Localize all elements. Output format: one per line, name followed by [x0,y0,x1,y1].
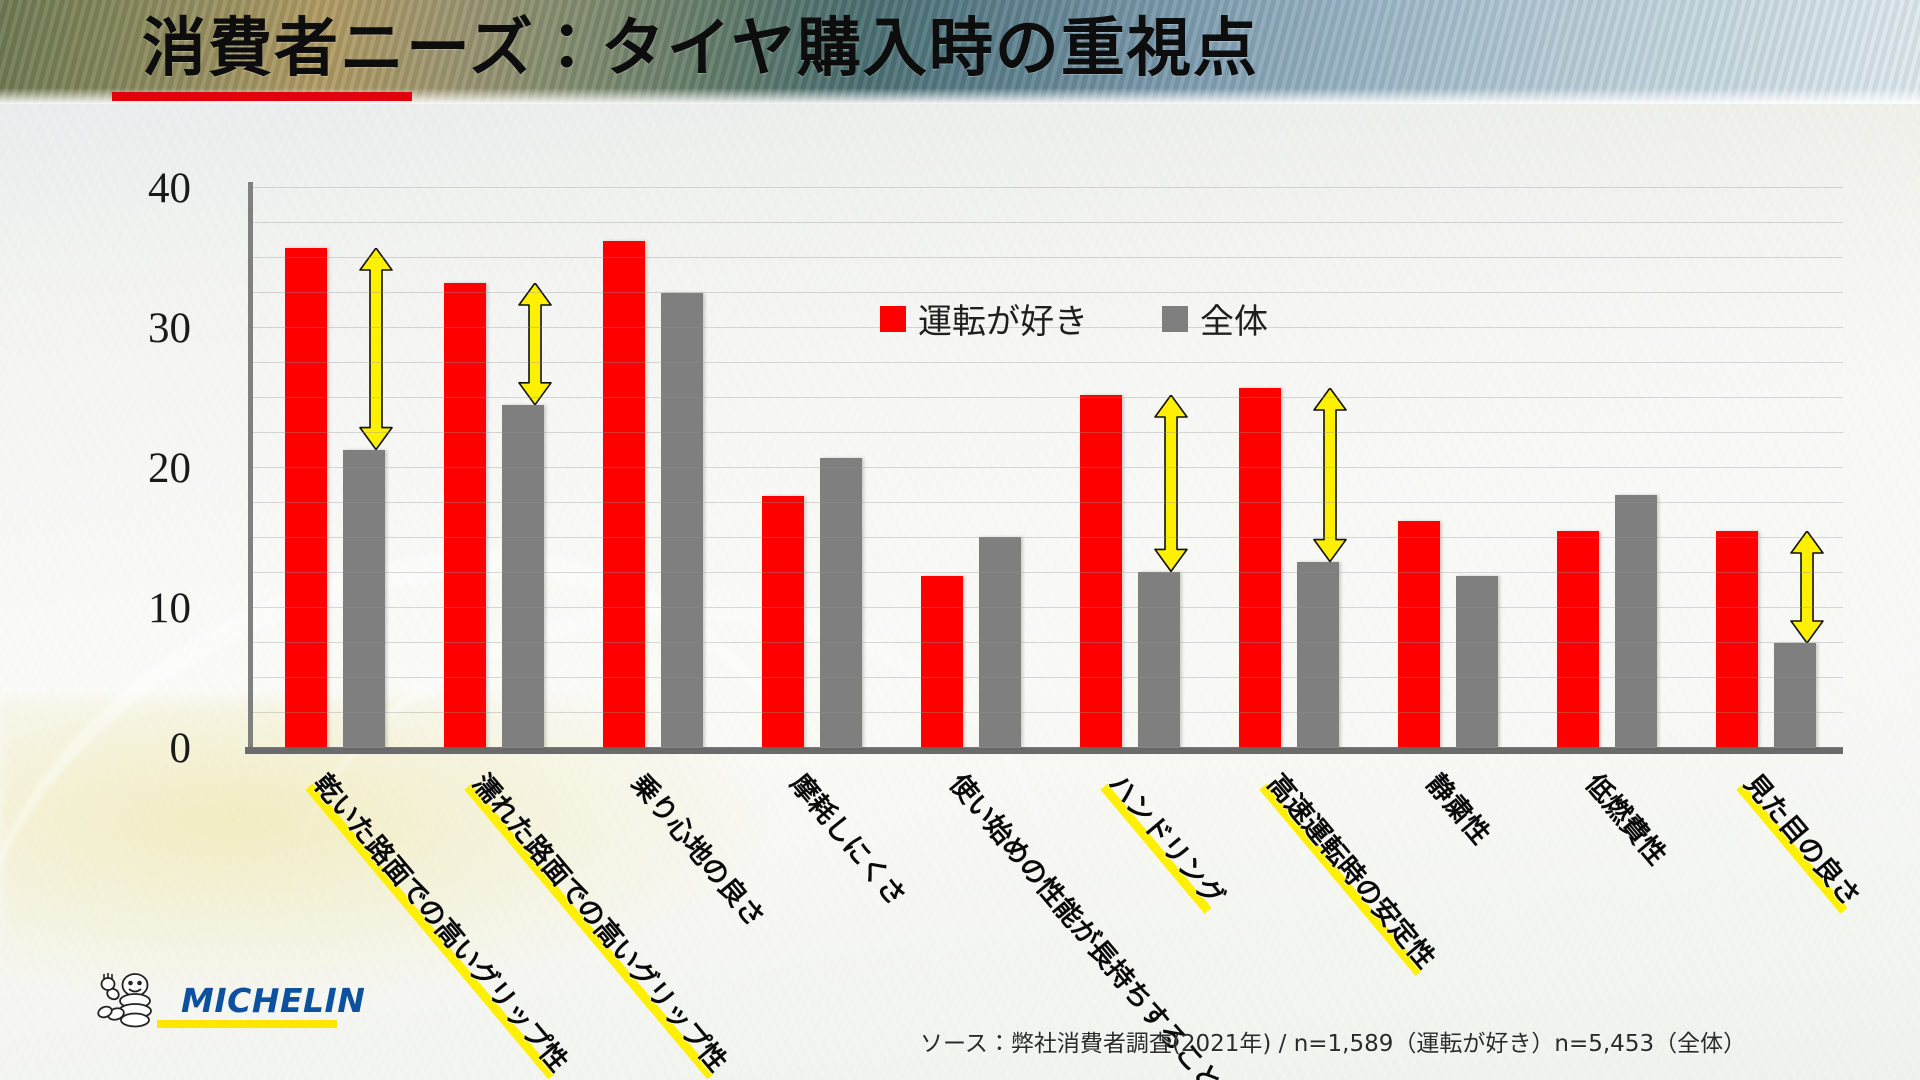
bar-overall[interactable] [501,405,544,748]
bar-driving-lover[interactable] [1715,531,1758,748]
y-axis-tick-label: 0 [169,725,192,772]
bar-group [1207,188,1366,748]
gridline [253,397,1843,398]
y-axis-tick-label: 30 [148,305,191,352]
x-axis-tick-label: 摩耗しにくさ [783,768,912,913]
chart-container: 0 10 20 30 40 乾いた路面での高いグリップ性 濡れた路面での高いグリップ性 乗り… [0,104,1920,1080]
gridline [253,607,1843,608]
gridline [253,327,1843,328]
gridline [253,467,1843,468]
bar-group [412,188,571,748]
gridline [253,502,1843,503]
bar-driving-lover[interactable] [1238,388,1281,748]
michelin-yellow-bar [157,1020,337,1028]
bar-overall[interactable] [819,458,862,748]
gridline [253,432,1843,433]
gridline [253,187,1843,188]
bar-group [889,188,1048,748]
x-axis-tick-label: 濡れた路面での高いグリップ性 [464,768,733,1080]
gap-double-arrow-annotation [517,283,552,405]
x-axis-tick-label: 高速運転時の安定性 [1259,768,1441,976]
gap-double-arrow-annotation [1153,395,1188,572]
bar-group [730,188,889,748]
bar-overall[interactable] [1614,494,1657,748]
bar-overall[interactable] [342,449,385,748]
gap-double-arrow-annotation [1789,531,1824,643]
legend-item-driving-lover[interactable]: 運転が好き [880,294,1088,343]
gridline [253,642,1843,643]
bar-driving-lover[interactable] [602,241,645,748]
gridline [253,712,1843,713]
gridline [253,537,1843,538]
bar-group [1048,188,1207,748]
gridline [253,747,1843,748]
plot-area [245,182,1843,754]
gap-double-arrow-annotation [1312,388,1347,562]
bar-driving-lover[interactable] [1397,521,1440,748]
x-axis-labels: 乾いた路面での高いグリップ性 濡れた路面での高いグリップ性 乗り心地の良さ 摩耗しにく… [253,764,1866,1080]
bar-overall[interactable] [660,293,703,748]
source-note: ソース：弊社消費者調査(2021年) / n=1,589（運転が好き）n=5,4… [920,1031,1747,1057]
slide-header [0,0,1920,104]
y-axis-tick-label: 40 [148,165,191,212]
y-axis-tick-label: 10 [148,585,191,632]
bar-driving-lover[interactable] [920,575,963,748]
bar-driving-lover[interactable] [1556,531,1599,748]
bar-overall[interactable] [1773,643,1816,748]
bar-driving-lover[interactable] [284,248,327,748]
page-title: 消費者ニーズ：タイヤ購入時の重視点 [142,12,1259,86]
bar-group [253,188,412,748]
header-photo-band [0,0,1920,104]
legend-label: 運転が好き [918,302,1088,342]
red-square-swatch-icon [880,305,906,332]
gridline [253,257,1843,258]
michelin-bibendum-icon [97,973,152,1028]
x-axis-tick-label: 乗り心地の良さ [624,768,770,934]
gray-square-swatch-icon [1162,305,1188,332]
gridline [253,572,1843,573]
gridline [253,677,1843,678]
bar-overall[interactable] [978,536,1021,748]
bar-group [1684,188,1843,748]
y-axis-line [248,182,253,752]
title-underline-accent [112,92,412,101]
michelin-wordmark: MICHELIN [181,981,365,1020]
bar-driving-lover[interactable] [761,496,804,748]
x-axis-tick-label: ハンドリング [1100,768,1230,914]
bar-overall[interactable] [1455,575,1498,748]
michelin-logo: MICHELIN [95,968,365,1036]
gridline [253,292,1843,293]
x-axis-tick-label: 見た目の良さ [1736,768,1866,914]
gridline [253,222,1843,223]
chart-legend: 運転が好き 全体 [880,294,1268,343]
x-axis-line [245,747,1843,754]
bar-overall[interactable] [1137,571,1180,748]
bar-overall[interactable] [1296,561,1339,748]
bar-group [1525,188,1684,748]
bar-driving-lover[interactable] [443,283,486,748]
x-axis-tick-label: 低燃費性 [1578,768,1672,872]
gap-double-arrow-annotation [358,248,393,450]
legend-label: 全体 [1200,302,1268,342]
y-axis-tick-label: 20 [148,445,191,492]
header-fade [0,88,1920,104]
y-axis-labels: 0 10 20 30 40 [0,167,253,770]
gridline [253,362,1843,363]
bar-group [571,188,730,748]
x-axis-tick-label: 静粛性 [1419,768,1496,851]
bar-groups [253,188,1843,748]
bar-group [1366,188,1525,748]
bar-driving-lover[interactable] [1079,395,1122,748]
legend-item-overall[interactable]: 全体 [1162,294,1268,343]
